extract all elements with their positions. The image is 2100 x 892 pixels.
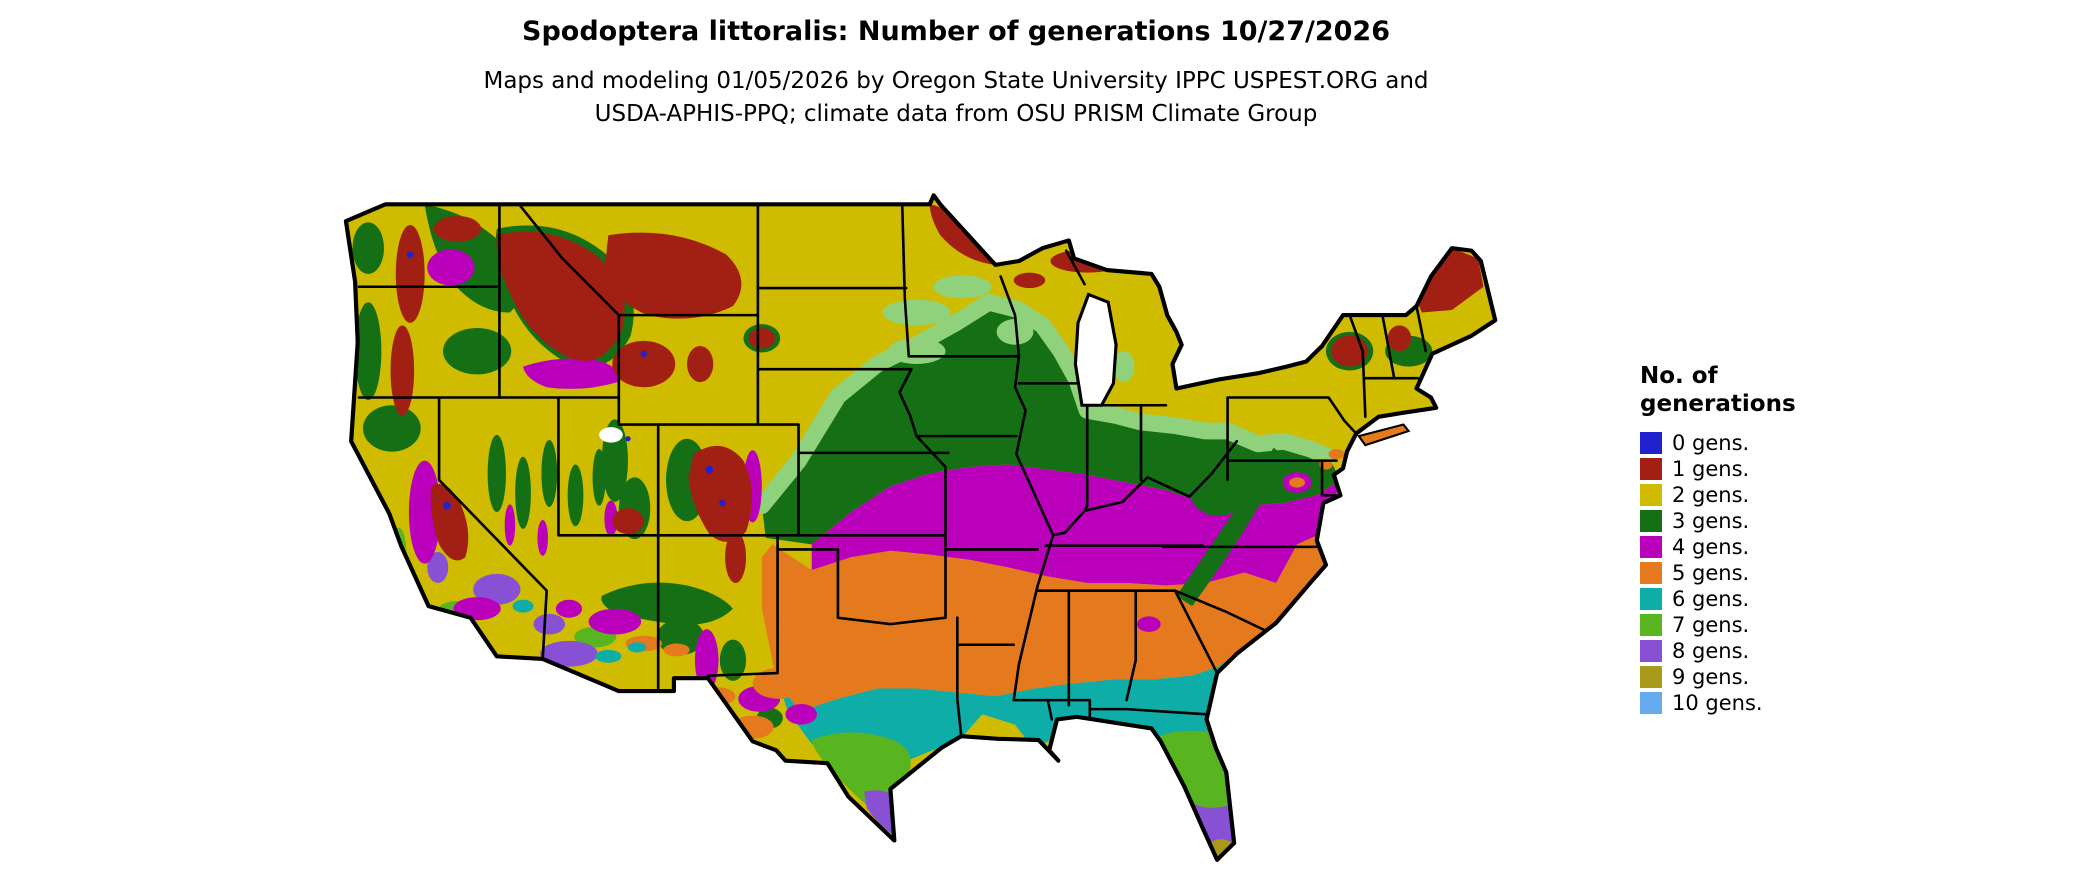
legend: No. of generations 0 gens. 1 gens. 2 gens.…: [1640, 362, 1880, 716]
lake-michigan: [1073, 292, 1118, 407]
region-4-gens-west: [408, 249, 1312, 725]
page-subtitle: Maps and modeling 01/05/2026 by Oregon S…: [0, 65, 1912, 131]
legend-swatch-5-gens: [1640, 562, 1662, 584]
legend-item: 1 gens.: [1640, 456, 1880, 482]
legend-swatch-3-gens: [1640, 510, 1662, 532]
legend-label: 6 gens.: [1672, 587, 1750, 611]
legend-label: 0 gens.: [1672, 431, 1750, 455]
legend-label: 5 gens.: [1672, 561, 1750, 585]
legend-label: 4 gens.: [1672, 535, 1750, 559]
legend-item: 0 gens.: [1640, 430, 1880, 456]
legend-swatch-1-gens: [1640, 458, 1662, 480]
legend-label: 2 gens.: [1672, 483, 1750, 507]
region-10-gens-keys: [1202, 866, 1225, 876]
region-6-gens-band: [774, 653, 1248, 764]
legend-swatch-9-gens: [1640, 666, 1662, 688]
us-outline: [343, 193, 1498, 862]
legend-label: 1 gens.: [1672, 457, 1750, 481]
subtitle-line-2: USDA-APHIS-PPQ; climate data from OSU PR…: [594, 101, 1318, 127]
legend-swatch-4-gens: [1640, 536, 1662, 558]
state-borders: [357, 203, 1428, 738]
us-map-svg: [343, 193, 1498, 876]
legend-item: 2 gens.: [1640, 482, 1880, 508]
legend-label: 8 gens.: [1672, 639, 1750, 663]
legend-swatch-8-gens: [1640, 640, 1662, 662]
great-salt-lake: [599, 427, 623, 443]
legend-label: 9 gens.: [1672, 665, 1750, 689]
long-island: [1357, 423, 1411, 447]
legend-swatch-10-gens: [1640, 692, 1662, 714]
region-3-gens-appalachians: [1176, 447, 1287, 607]
legend-swatch-7-gens: [1640, 614, 1662, 636]
page-title: Spodoptera littoralis: Number of generat…: [522, 16, 1390, 47]
header: Spodoptera littoralis: Number of generat…: [0, 16, 1912, 131]
legend-item: 3 gens.: [1640, 508, 1880, 534]
legend-item: 4 gens.: [1640, 534, 1880, 560]
legend-label: 3 gens.: [1672, 509, 1750, 533]
legend-item: 5 gens.: [1640, 560, 1880, 586]
legend-title-line-2: generations: [1640, 391, 1796, 417]
legend-swatch-6-gens: [1640, 588, 1662, 610]
subtitle-line-1: Maps and modeling 01/05/2026 by Oregon S…: [483, 68, 1429, 94]
legend-item: 8 gens.: [1640, 638, 1880, 664]
legend-swatch-2-gens: [1640, 484, 1662, 506]
map-fill-layers: [345, 195, 1496, 876]
legend-label: 10 gens.: [1672, 691, 1763, 715]
region-5-gens-band: [761, 531, 1326, 712]
legend-label: 7 gens.: [1672, 613, 1750, 637]
region-6-gens-west: [512, 599, 647, 663]
legend-item: 7 gens.: [1640, 612, 1880, 638]
legend-item: 6 gens.: [1640, 586, 1880, 612]
legend-title: No. of generations: [1640, 362, 1880, 418]
legend-title-line-1: No. of: [1640, 363, 1718, 389]
us-generations-map: [300, 158, 1612, 892]
legend-items: 0 gens. 1 gens. 2 gens. 3 gens. 4 gens. 5 gen…: [1640, 430, 1880, 716]
legend-item: 9 gens.: [1640, 664, 1880, 690]
legend-swatch-0-gens: [1640, 432, 1662, 454]
legend-item: 10 gens.: [1640, 690, 1880, 716]
region-0-gens: [406, 251, 726, 510]
